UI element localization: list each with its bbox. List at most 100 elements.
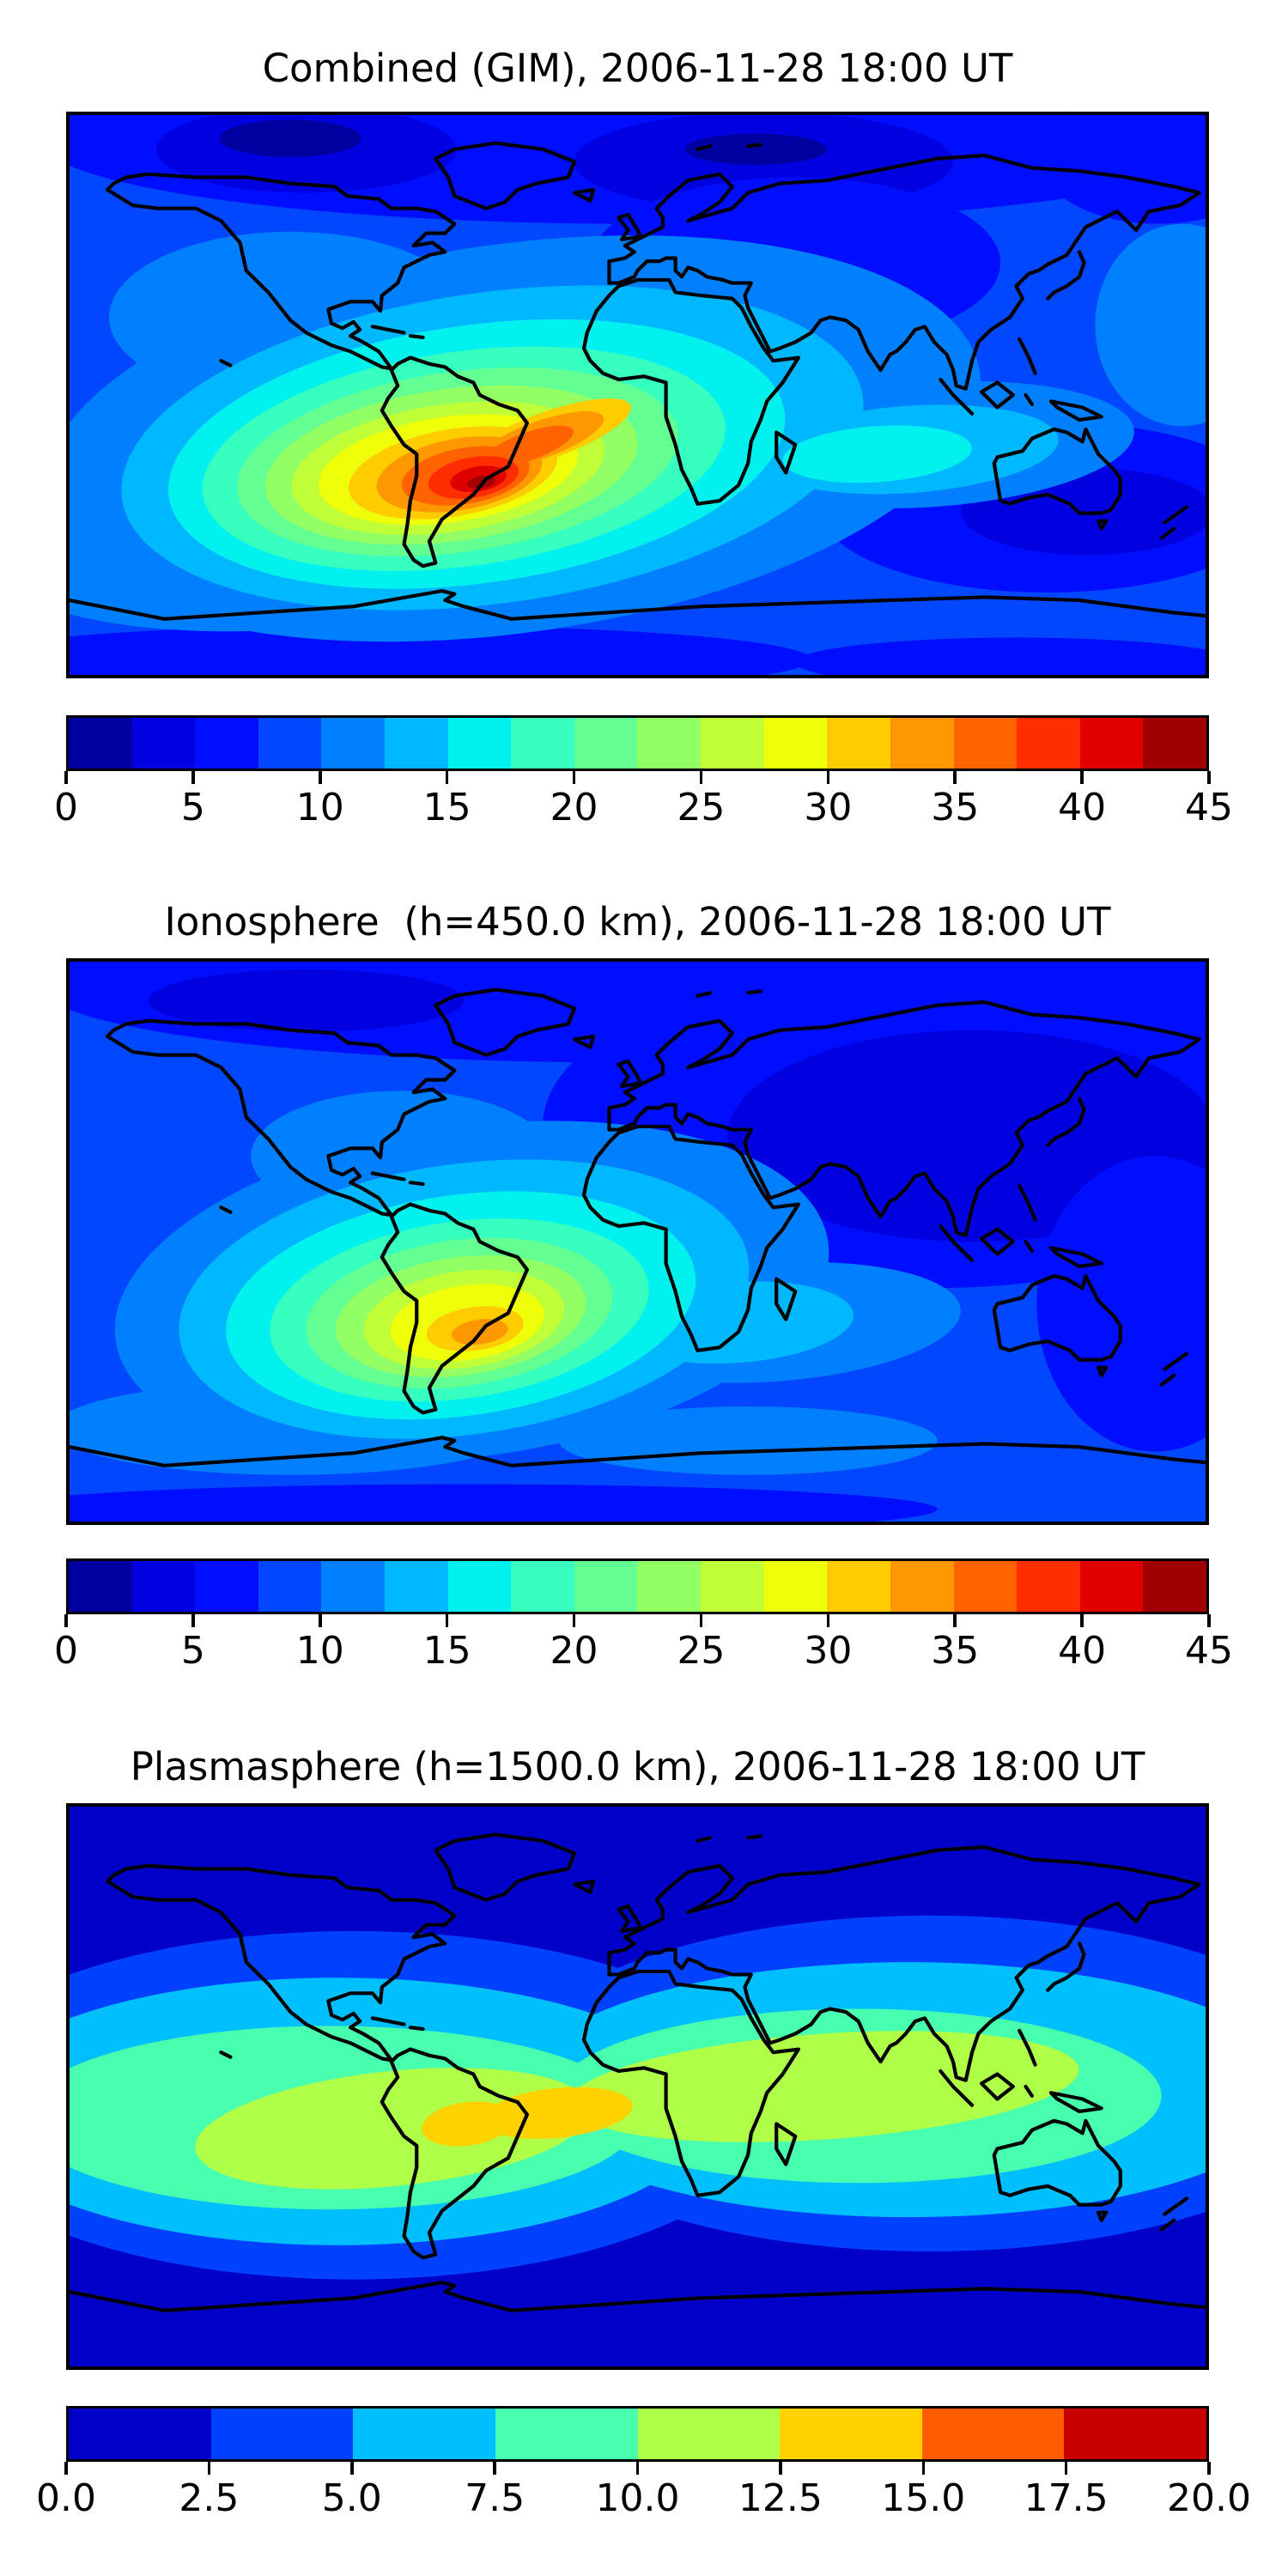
colorbar-tick: [1080, 771, 1084, 784]
colorbar-tick: [572, 1614, 576, 1627]
colorbar-segment: [385, 1561, 448, 1612]
colorbar-gradient: [66, 1558, 1209, 1614]
colorbar-segment: [1017, 718, 1080, 769]
colorbar-tick: [319, 1614, 322, 1627]
colorbar-tick-label: 10.0: [595, 2476, 680, 2520]
colorbar-tick-label: 30: [804, 786, 853, 829]
colorbar-segment: [1079, 1561, 1144, 1612]
colorbar-tick: [779, 2462, 782, 2475]
colorbar-tick: [64, 1614, 68, 1627]
colorbar-segment: [131, 1561, 196, 1612]
colorbar-tick: [699, 1614, 703, 1627]
colorbar-tick: [64, 2462, 68, 2475]
colorbar-segment: [701, 718, 764, 769]
colorbar-segment: [131, 718, 196, 769]
colorbar-segment: [701, 1561, 764, 1612]
colorbar-segment: [353, 2409, 495, 2459]
colorbar-tick: [826, 1614, 830, 1627]
colorbar-ionosphere: 0 5 10 15 20 25 30 35 40 45: [54, 1558, 1233, 1677]
tec-contour-blob: [1036, 1156, 1206, 1452]
colorbar-tick-label: 20.0: [1167, 2476, 1251, 2520]
colorbar-segment: [210, 2409, 354, 2459]
coastlines: [70, 1832, 1206, 2312]
colorbar-tick-label: 25: [677, 1629, 726, 1673]
colorbar-segment: [195, 1561, 258, 1612]
colorbar-tick-label: 2.5: [179, 2476, 240, 2520]
colorbar-ticks: [64, 2462, 1211, 2476]
colorbar-segment: [1143, 1561, 1206, 1612]
colorbar-labels: 0 5 10 15 20 25 30 35 40 45: [54, 786, 1233, 834]
colorbar-segment: [953, 1561, 1018, 1612]
colorbar-tick-label: 5.0: [321, 2476, 382, 2520]
colorbar-tick-label: 7.5: [465, 2476, 526, 2520]
panel-title-ionosphere: Ionosphere (h=450.0 km), 2006-11-28 18:0…: [164, 899, 1111, 945]
colorbar-labels: 0 5 10 15 20 25 30 35 40 45: [54, 1629, 1233, 1677]
colorbar-tick-label: 10: [295, 786, 344, 829]
colorbar-segment: [890, 1561, 954, 1612]
colorbar-tick-label: 40: [1058, 786, 1107, 829]
colorbar-gradient: [66, 2406, 1209, 2462]
colorbar-segment: [637, 2409, 781, 2459]
colorbar-tick-label: 35: [931, 786, 980, 829]
tec-contour-blob: [795, 637, 1206, 675]
colorbar-tick: [1207, 1614, 1211, 1627]
colorbar-segment: [258, 1561, 322, 1612]
colorbar-tick: [445, 771, 449, 784]
colorbar-tick-label: 15: [422, 786, 471, 829]
colorbar-tick: [1207, 771, 1211, 784]
map-ionosphere: [66, 958, 1209, 1525]
colorbar-tick: [1080, 1614, 1084, 1627]
colorbar-tick-label: 0.0: [36, 2476, 96, 2520]
colorbar-segment: [1064, 2409, 1206, 2459]
colorbar-tick: [207, 2462, 211, 2475]
tec-contour-blob: [1095, 223, 1206, 427]
tec-contour-blob: [195, 2068, 592, 2190]
colorbar-segment: [1079, 718, 1144, 769]
colorbar-segment: [321, 718, 386, 769]
colorbar-tick: [350, 2462, 354, 2475]
colorbar-labels: 0.0 2.5 5.0 7.5 10.0 12.5 15.0 17.5 20.0: [36, 2476, 1251, 2524]
map-combined: [66, 112, 1209, 678]
colorbar-segment: [1017, 1561, 1080, 1612]
colorbar-tick: [1207, 2462, 1211, 2475]
colorbar-segment: [447, 1561, 512, 1612]
colorbar-tick: [1064, 2462, 1068, 2475]
panel-title-combined: Combined (GIM), 2006-11-28 18:00 UT: [262, 46, 1013, 91]
colorbar-tick-label: 20: [550, 786, 598, 829]
colorbar-segment: [69, 2409, 211, 2459]
colorbar-tick-label: 5: [180, 786, 205, 829]
colorbar-segment: [574, 1561, 638, 1612]
colorbar-tick-label: 30: [804, 1629, 853, 1673]
colorbar-tick: [64, 771, 68, 784]
colorbar-segment: [69, 1561, 132, 1612]
colorbar-segment: [1143, 718, 1206, 769]
colorbar-tick-label: 40: [1058, 1629, 1107, 1673]
colorbar-tick: [953, 1614, 957, 1627]
colorbar-segment: [780, 2409, 922, 2459]
colorbar-segment: [574, 718, 638, 769]
colorbar-segment: [495, 2409, 638, 2459]
colorbar-segment: [385, 718, 448, 769]
colorbar-segment: [827, 1561, 890, 1612]
tec-contour-blob: [684, 133, 827, 165]
combined-contour-field: [70, 115, 1206, 675]
colorbar-tick: [445, 1614, 449, 1627]
colorbar-tick-label: 35: [931, 1629, 980, 1673]
colorbar-segment: [953, 718, 1018, 769]
colorbar-segment: [447, 718, 512, 769]
tec-contour-blob: [219, 119, 361, 157]
colorbar-ticks: [64, 1614, 1211, 1628]
colorbar-segment: [321, 1561, 386, 1612]
tec-contour-blob: [482, 2087, 633, 2140]
colorbar-tick-label: 0: [54, 1629, 78, 1673]
colorbar-combined: 0 5 10 15 20 25 30 35 40 45: [54, 715, 1233, 834]
colorbar-segment: [921, 2409, 1065, 2459]
colorbar-tick-label: 10: [295, 1629, 344, 1673]
colorbar-gradient: [66, 715, 1209, 771]
colorbar-tick: [319, 771, 322, 784]
tec-contour-blob: [70, 1484, 938, 1522]
colorbar-segment: [637, 718, 702, 769]
map-plasmasphere: [66, 1803, 1209, 2370]
tec-contour-blob: [70, 625, 811, 675]
